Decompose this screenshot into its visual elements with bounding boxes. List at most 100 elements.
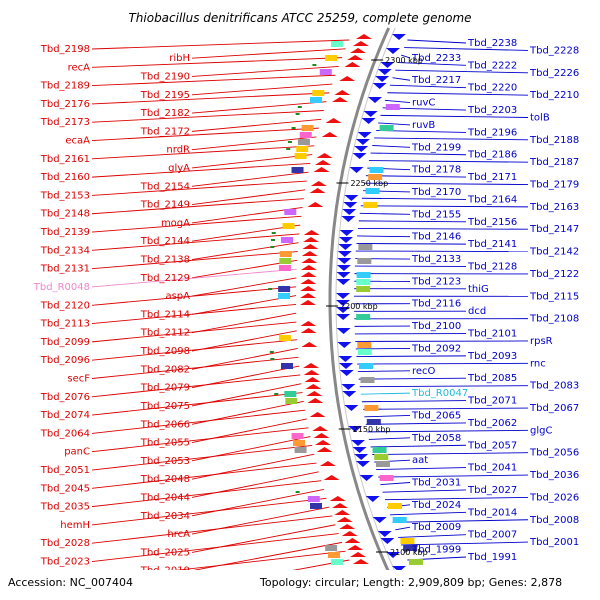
track-tick <box>286 148 291 150</box>
gene-label-left: hemH <box>60 520 90 531</box>
gene-label-right: Tbd_2142 <box>529 247 579 258</box>
gene-label-right: Tbd_2123 <box>411 276 461 287</box>
reverse-gene-arrow <box>352 153 367 159</box>
reverse-gene-arrow <box>367 97 382 103</box>
label-connector-left <box>91 39 350 50</box>
label-connector-right <box>382 489 467 493</box>
reverse-gene-arrow <box>354 454 369 460</box>
label-connector-right <box>392 77 411 81</box>
label-connector-left <box>91 515 333 544</box>
label-connector-right <box>355 250 529 253</box>
forward-gene-arrow <box>319 461 336 466</box>
forward-gene-arrow <box>309 412 326 417</box>
feature-block <box>359 363 374 369</box>
reverse-gene-arrow <box>339 237 354 243</box>
forward-gene-arrow <box>334 510 351 515</box>
forward-gene-arrow <box>339 76 356 81</box>
reverse-gene-arrow <box>339 363 354 369</box>
reverse-gene-arrow <box>337 342 352 348</box>
track-tick <box>270 246 275 248</box>
label-connector-right <box>357 362 529 365</box>
label-connector-right <box>372 452 529 455</box>
gene-label-right: Tbd_2041 <box>467 463 517 474</box>
label-connector-left <box>91 339 298 361</box>
label-connector-right <box>400 54 411 59</box>
forward-gene-arrow <box>301 258 318 263</box>
gene-label-left: Tbd_R0048 <box>33 282 90 293</box>
label-connector-left <box>91 268 297 288</box>
gene-label-right: Tbd_2187 <box>529 157 579 168</box>
accession-text: Accession: NC_007404 <box>8 576 133 589</box>
label-connector-right <box>401 541 529 546</box>
label-connector-right <box>374 137 529 141</box>
label-connector-right <box>356 355 467 357</box>
feature-block <box>400 538 415 544</box>
forward-gene-arrow <box>336 517 353 522</box>
label-connector-left <box>91 215 302 233</box>
label-connector-right <box>384 99 411 104</box>
feature-block <box>363 202 378 208</box>
feature-block <box>296 146 309 152</box>
forward-gene-arrow <box>303 370 320 375</box>
kbp-markers: 2300 kbp 2250 kbp 2200 kbp 2150 kbp 2100 kbp <box>326 56 428 557</box>
reverse-gene-arrow <box>380 538 395 544</box>
gene-label-right: Tbd_2067 <box>529 403 579 414</box>
reverse-gene-arrow <box>342 209 357 215</box>
label-connectors <box>91 39 529 590</box>
reverse-gene-arrow <box>372 83 387 89</box>
feature-block <box>309 503 322 509</box>
reverse-gene-arrow <box>361 118 376 124</box>
gene-label-right: Tbd_2210 <box>529 90 579 101</box>
gene-label-right: rpsR <box>530 336 553 347</box>
forward-gene-arrow <box>303 363 320 368</box>
reverse-gene-arrow <box>336 265 351 271</box>
feature-block <box>291 433 304 439</box>
reverse-gene-arrow <box>355 461 370 467</box>
label-connector-right <box>380 114 529 118</box>
kbp-label: 2150 kbp <box>353 425 391 434</box>
gene-label-left: glyA <box>168 163 190 174</box>
forward-gene-arrow <box>303 230 320 235</box>
label-connector-right <box>398 62 467 66</box>
label-connector-right <box>360 392 411 395</box>
forward-gene-arrow <box>303 237 320 242</box>
gene-label-left: Tbd_2131 <box>40 264 90 275</box>
feature-block <box>284 209 297 215</box>
gene-label-left: Tbd_2153 <box>40 190 90 201</box>
gene-label-right: Tbd_2196 <box>467 127 517 138</box>
gene-track <box>268 27 423 600</box>
gene-label-right: Tbd_2101 <box>467 329 517 340</box>
reverse-gene-arrow <box>352 447 367 453</box>
label-connector-left <box>191 101 327 114</box>
gene-label-right: Tbd_2146 <box>411 232 461 243</box>
label-connector-left <box>191 277 297 297</box>
gene-label-right: Tbd_2031 <box>411 478 461 489</box>
gene-label-left: mogA <box>161 218 190 229</box>
label-connector-right <box>389 84 467 89</box>
reverse-gene-arrow <box>351 440 366 446</box>
forward-gene-arrow <box>310 181 327 186</box>
gene-label-right: Tbd_2226 <box>529 68 579 79</box>
reverse-gene-arrow <box>349 167 364 173</box>
gene-label-right: Tbd_1991 <box>467 552 517 563</box>
feature-block <box>279 251 292 257</box>
kbp-label: 2100 kbp <box>390 548 428 557</box>
gene-label-right: tolB <box>530 112 550 123</box>
topology-text: Topology: circular; Length: 2,909,809 bp… <box>259 576 562 589</box>
gene-label-right: Tbd_2228 <box>529 45 579 56</box>
gene-label-left: Tbd_2195 <box>140 90 190 101</box>
gene-label-right: Tbd_2133 <box>411 254 461 265</box>
gene-label-left: Tbd_2113 <box>40 319 90 330</box>
gene-label-left: Tbd_2148 <box>40 209 90 220</box>
forward-gene-arrow <box>306 391 323 396</box>
label-connector-right <box>364 415 411 418</box>
label-connector-right <box>404 47 529 51</box>
gene-label-left: Tbd_2098 <box>140 346 190 357</box>
label-connector-right <box>357 227 529 230</box>
reverse-gene-arrow <box>377 531 392 537</box>
reverse-gene-arrow <box>342 391 357 397</box>
feature-block <box>356 286 371 292</box>
label-connector-right <box>387 92 529 96</box>
label-connector-right <box>395 526 411 531</box>
feature-block <box>278 335 291 341</box>
